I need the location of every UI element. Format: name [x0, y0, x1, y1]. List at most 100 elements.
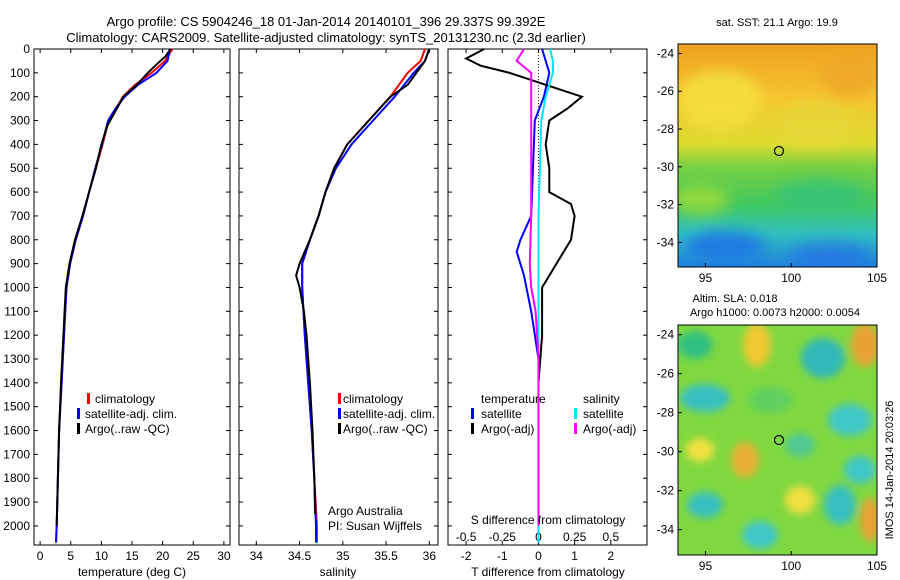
- sst-map: sat. SST: 21.1 Argo: 19.9 95 100 105 -24 -26…: [657, 17, 888, 285]
- y-tick-label: 1100: [4, 304, 30, 318]
- y-tick-label: 1900: [3, 495, 30, 509]
- sst-map-title: sat. SST: 21.1 Argo: 19.9: [716, 17, 838, 29]
- temperature-legend: climatology satellite-adj. clim. Argo(..…: [77, 392, 177, 436]
- series-line: [55, 48, 174, 543]
- x-tick-label: 10: [95, 549, 109, 563]
- y-tick-label: 500: [10, 161, 30, 175]
- legend-s-satellite: satellite: [583, 407, 624, 421]
- legend-t-argo-swatch: [471, 423, 474, 434]
- map-y-tick-label: -26: [657, 367, 675, 381]
- legend-t-satellite-swatch: [471, 408, 474, 419]
- map-y-tick-label: -30: [657, 160, 675, 174]
- legend-satellite: satellite-adj. clim.: [85, 407, 177, 421]
- legend-satellite-swatch: [77, 408, 80, 419]
- map-x-tick-label: 105: [867, 271, 887, 285]
- sla-argo-marker: [773, 434, 785, 446]
- legend-temperature-title: temperature: [481, 392, 546, 406]
- temperature-xlabel: temperature (deg C): [78, 565, 186, 579]
- y-tick-label: 1000: [3, 280, 30, 294]
- map-x-tick-label: 100: [781, 559, 801, 573]
- y-tick-label: 0: [23, 42, 30, 56]
- legend-climatology-swatch: [338, 393, 341, 404]
- sla-map-features: [678, 325, 877, 549]
- x-tick-label: 30: [217, 549, 231, 563]
- x-tick-label: -1: [497, 549, 508, 563]
- x-tick-label: 34: [250, 549, 264, 563]
- map-x-tick-label: 95: [699, 271, 713, 285]
- map-x-tick-label: 105: [867, 559, 887, 573]
- x-tick-label: 20: [156, 549, 170, 563]
- difference-legend: temperature satellite Argo(-adj) salinit…: [471, 392, 637, 527]
- sst-argo-marker: [773, 145, 785, 157]
- map-y-tick-label: -34: [657, 235, 675, 249]
- annotation-argo-australia: Argo Australia: [328, 504, 403, 518]
- legend-climatology: climatology: [95, 392, 155, 406]
- y-tick-label: 700: [10, 209, 30, 223]
- y-tick-label: 1400: [3, 376, 30, 390]
- imos-stamp: IMOS 14-Jan-2014 20:03:26: [884, 401, 896, 540]
- x-tick-label: 34.5: [288, 549, 312, 563]
- legend-salinity-title: salinity: [583, 392, 620, 406]
- y-tick-label: 1800: [3, 471, 30, 485]
- series-line: [295, 48, 431, 515]
- y-tick-label: 900: [10, 257, 30, 271]
- map-y-tick-label: -34: [657, 523, 675, 537]
- series-line: [537, 48, 554, 543]
- y-tick-label: 800: [10, 233, 30, 247]
- s-tick-label: 0.25: [563, 530, 587, 544]
- x-tick-label: 2: [607, 549, 614, 563]
- series-line: [55, 48, 172, 526]
- map-y-tick-label: -30: [657, 445, 675, 459]
- map-y-tick-label: -32: [657, 484, 675, 498]
- x-tick-label: 25: [187, 549, 201, 563]
- legend-s-argo: Argo(-adj): [583, 422, 636, 436]
- legend-s-argo-swatch: [574, 423, 577, 434]
- difference-plot: -2 -1 0 1 2-0.5 -0.25 0 0.25 0.5: [448, 48, 647, 563]
- legend-climatology: climatology: [343, 392, 403, 406]
- difference-xlabel: T difference from climatology: [471, 565, 625, 579]
- header-line1: Argo profile: CS 5904246_18 01-Jan-2014 …: [107, 14, 546, 29]
- sla-map-subtitle: Argo h1000: 0.0073 h2000: 0.0054: [690, 307, 860, 319]
- map-y-tick-label: -28: [657, 122, 675, 136]
- x-tick-label: 36: [423, 549, 437, 563]
- series-line: [463, 48, 584, 526]
- annotation-pi: PI: Susan Wijffels: [328, 519, 422, 533]
- map-y-tick-label: -32: [657, 198, 675, 212]
- s-difference-label: S difference from climatology: [471, 513, 626, 527]
- y-tick-label: 2000: [3, 519, 30, 533]
- series-line: [55, 48, 171, 543]
- x-tick-label: -2: [461, 549, 472, 563]
- salinity-panel-frame: [238, 48, 439, 546]
- map-y-tick-label: -26: [657, 84, 675, 98]
- y-tick-label: 600: [10, 185, 30, 199]
- salinity-plot: 34 34.5 35 35.5 36: [239, 48, 438, 563]
- legend-s-satellite-swatch: [574, 408, 577, 419]
- legend-satellite: satellite-adj. clim.: [343, 407, 435, 421]
- temperature-plot: 0 5 10 15 20 25 300100200300400500600700800900…: [3, 42, 231, 563]
- legend-argo-swatch: [338, 423, 341, 434]
- y-tick-label: 1600: [3, 424, 30, 438]
- y-tick-label: 1200: [3, 328, 30, 342]
- legend-argo: Argo(..raw -QC): [343, 422, 428, 436]
- sst-map-features: [678, 53, 877, 267]
- x-tick-label: 35.5: [374, 549, 398, 563]
- sla-map-frame: [677, 324, 878, 556]
- series-line: [301, 48, 426, 543]
- x-tick-label: 1: [571, 549, 578, 563]
- header-line2: Climatology: CARS2009. Satellite-adjuste…: [66, 30, 586, 45]
- map-y-tick-label: -28: [657, 406, 675, 420]
- s-tick-label: -0.25: [489, 530, 517, 544]
- map-x-tick-label: 100: [781, 271, 801, 285]
- salinity-legend: climatology satellite-adj. clim. Argo(..…: [328, 392, 435, 533]
- y-tick-label: 100: [10, 66, 30, 80]
- x-tick-label: 15: [125, 549, 139, 563]
- sst-map-axes: 95 100 105 -24 -26 -28 -30 -32 -34: [657, 46, 888, 285]
- y-tick-label: 1300: [3, 352, 30, 366]
- s-tick-label: 0.5: [602, 530, 619, 544]
- temperature-panel-frame: [33, 48, 231, 546]
- map-y-tick-label: -24: [657, 46, 675, 60]
- map-y-tick-label: -24: [657, 328, 675, 342]
- y-tick-label: 400: [10, 137, 30, 151]
- map-x-tick-label: 95: [699, 559, 713, 573]
- legend-t-argo: Argo(-adj): [481, 422, 534, 436]
